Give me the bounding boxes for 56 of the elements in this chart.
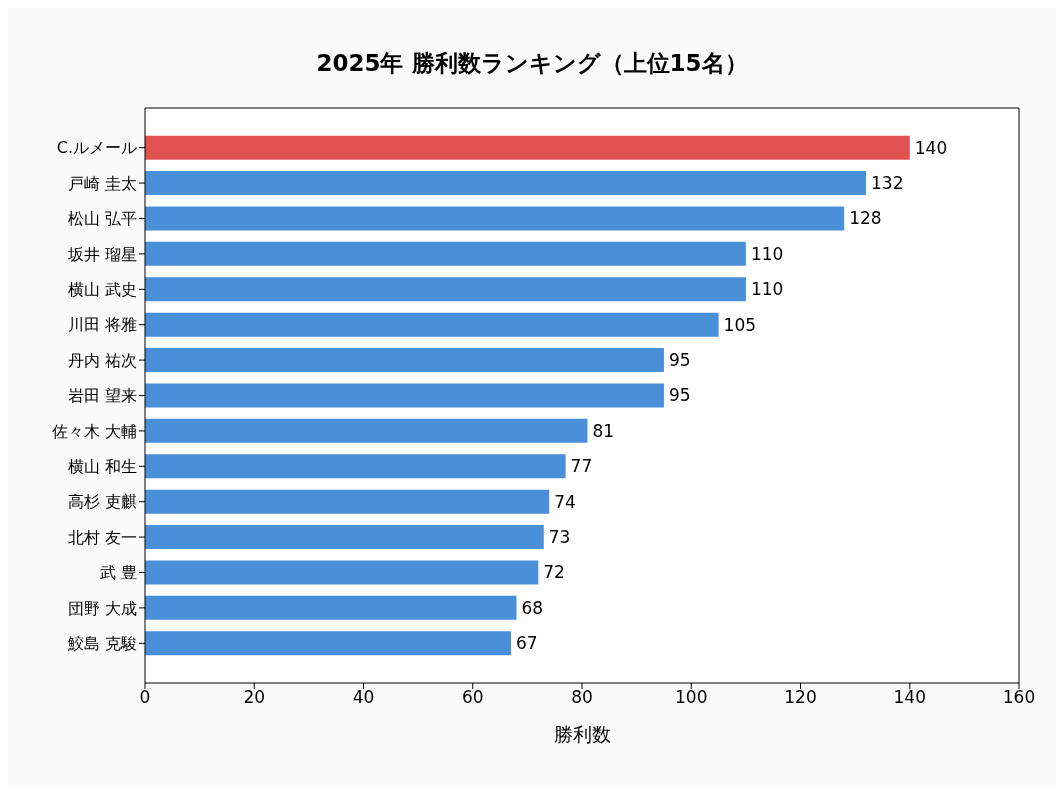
bar	[145, 454, 566, 479]
bar	[145, 277, 746, 302]
y-tick-label: 横山 和生	[67, 456, 137, 476]
bar	[145, 489, 550, 514]
bar	[145, 171, 867, 196]
bar	[145, 312, 719, 337]
x-tick-label: 40	[352, 687, 375, 708]
data-label: 132	[871, 173, 904, 194]
data-label: 110	[750, 279, 784, 300]
data-label: 110	[750, 243, 784, 264]
bar	[145, 383, 664, 408]
bar	[145, 525, 544, 550]
bar	[145, 560, 539, 585]
data-label: 105	[723, 314, 757, 335]
x-tick-label: 60	[461, 687, 484, 708]
bar	[145, 241, 746, 266]
y-tick-label: 松山 弘平	[67, 209, 137, 229]
data-label: 128	[849, 208, 882, 229]
data-label: 72	[543, 562, 565, 583]
bar	[145, 206, 845, 231]
bar	[145, 348, 664, 373]
data-label: 67	[515, 633, 538, 654]
bar	[145, 418, 588, 443]
x-tick-label: 0	[139, 687, 151, 708]
bar	[145, 631, 511, 656]
y-tick-label: 団野 大成	[67, 598, 137, 618]
x-tick-label: 140	[893, 687, 926, 708]
y-tick-label: 鮫島 克駿	[67, 633, 137, 653]
y-tick-label: 北村 友一	[67, 527, 137, 547]
data-label: 95	[668, 350, 691, 371]
data-label: 95	[668, 385, 691, 406]
data-label: 73	[548, 527, 571, 548]
x-tick-label: 80	[571, 687, 593, 708]
x-tick-label: 20	[243, 687, 266, 708]
data-label: 140	[914, 137, 948, 158]
y-tick-label: 佐々木 大輔	[51, 421, 137, 441]
y-tick-label: 横山 武史	[67, 279, 137, 299]
data-label: 81	[592, 420, 615, 441]
bar	[145, 135, 910, 160]
bar	[145, 595, 517, 620]
chart-title: 2025年 勝利数ランキング（上位15名）	[315, 49, 749, 78]
y-tick-label: 坂井 瑠星	[66, 244, 137, 264]
y-tick-label: 丹内 祐次	[67, 350, 137, 370]
y-tick-label: 高杉 吏麒	[67, 492, 137, 512]
y-tick-label: 戸崎 圭太	[67, 173, 137, 193]
y-tick-label: 川田 将雅	[67, 315, 137, 335]
x-tick-label: 160	[1002, 687, 1036, 708]
y-tick-label: 武 豊	[99, 563, 137, 583]
y-tick-label: C.ルメール	[56, 138, 137, 158]
x-tick-label: 100	[675, 687, 708, 708]
data-label: 74	[554, 491, 576, 512]
data-label: 68	[521, 597, 544, 618]
y-tick-label: 岩田 望来	[67, 386, 137, 406]
data-label: 77	[570, 456, 593, 477]
x-axis-title: 勝利数	[553, 723, 611, 745]
x-tick-label: 120	[784, 687, 817, 708]
